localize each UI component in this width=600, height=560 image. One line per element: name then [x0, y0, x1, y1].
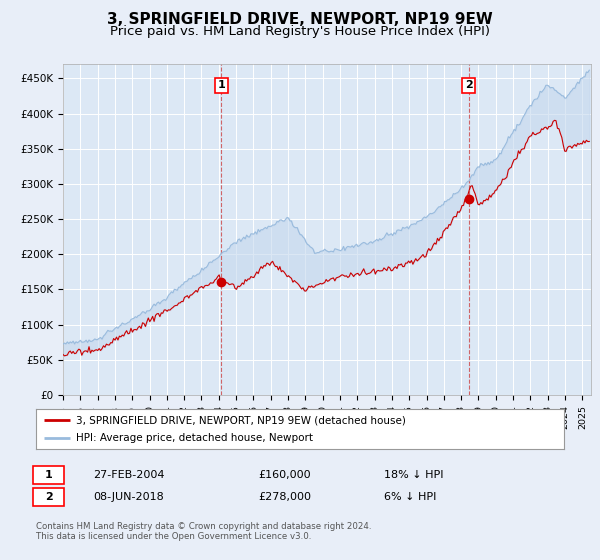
Text: 08-JUN-2018: 08-JUN-2018	[93, 492, 164, 502]
Text: Price paid vs. HM Land Registry's House Price Index (HPI): Price paid vs. HM Land Registry's House …	[110, 25, 490, 38]
Text: 3, SPRINGFIELD DRIVE, NEWPORT, NP19 9EW (detached house): 3, SPRINGFIELD DRIVE, NEWPORT, NP19 9EW …	[76, 415, 406, 425]
Text: 2: 2	[465, 81, 473, 91]
Text: 3, SPRINGFIELD DRIVE, NEWPORT, NP19 9EW: 3, SPRINGFIELD DRIVE, NEWPORT, NP19 9EW	[107, 12, 493, 27]
Text: £278,000: £278,000	[258, 492, 311, 502]
Text: 2: 2	[45, 492, 52, 502]
Text: 27-FEB-2004: 27-FEB-2004	[93, 470, 164, 480]
Text: 1: 1	[45, 470, 52, 480]
Text: 18% ↓ HPI: 18% ↓ HPI	[384, 470, 443, 480]
Text: Contains HM Land Registry data © Crown copyright and database right 2024.
This d: Contains HM Land Registry data © Crown c…	[36, 522, 371, 542]
Text: £160,000: £160,000	[258, 470, 311, 480]
Text: HPI: Average price, detached house, Newport: HPI: Average price, detached house, Newp…	[76, 433, 313, 443]
Text: 1: 1	[218, 81, 225, 91]
Text: 6% ↓ HPI: 6% ↓ HPI	[384, 492, 436, 502]
